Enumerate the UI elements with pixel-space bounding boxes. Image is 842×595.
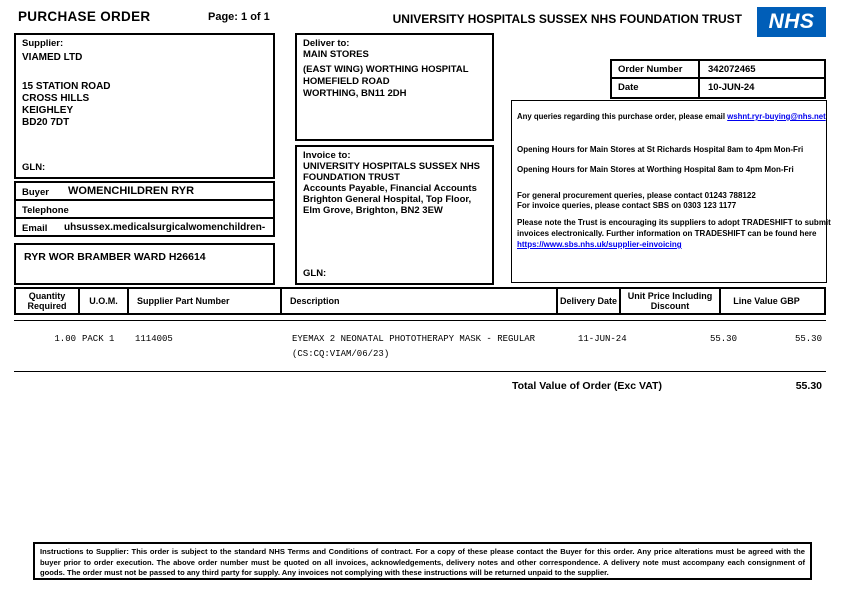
header-description: Description	[282, 289, 558, 313]
deliver-to-line: HOMEFIELD ROAD	[303, 76, 390, 87]
header-separator-line	[14, 320, 826, 321]
item-unit-price: 55.30	[709, 334, 737, 344]
supplier-address-line: 15 STATION ROAD	[22, 81, 111, 92]
invoice-to-line: UNIVERSITY HOSPITALS SUSSEX NHS	[303, 161, 481, 172]
buyer-label: Buyer	[22, 187, 49, 198]
supplier-address-line: CROSS HILLS	[22, 93, 90, 104]
order-date-label: Date	[612, 79, 700, 97]
item-delivery-date: 11-JUN-24	[578, 334, 627, 344]
item-uom: PACK 1	[82, 334, 115, 344]
items-table-header: Quantity Required U.O.M. Supplier Part N…	[14, 287, 826, 315]
order-number-value: 342072465	[708, 64, 756, 75]
header-unit-price: Unit Price Including Discount	[621, 289, 721, 313]
invoice-to-line: Accounts Payable, Financial Accounts	[303, 183, 477, 194]
header-supplier-part-number: Supplier Part Number	[129, 289, 282, 313]
tradeshift-link[interactable]: https://www.sbs.nhs.uk/supplier-einvoici…	[517, 240, 682, 249]
item-description-note: (CS:CQ:VIAM/06/23)	[292, 349, 390, 359]
item-line-value: 55.30	[794, 334, 822, 344]
deliver-to-line: (EAST WING) WORTHING HOSPITAL	[303, 64, 469, 75]
opening-hours-2: Opening Hours for Main Stores at Worthin…	[517, 165, 794, 174]
page-label: Page:	[208, 11, 238, 23]
instructions-box: Instructions to Supplier: This order is …	[33, 542, 812, 580]
header-uom: U.O.M.	[80, 289, 129, 313]
header-quantity-required: Quantity Required	[16, 289, 80, 313]
total-label: Total Value of Order (Exc VAT)	[512, 380, 662, 392]
queries-line: Any queries regarding this purchase orde…	[517, 112, 826, 121]
ward-reference: RYR WOR BRAMBER WARD H26614	[24, 251, 206, 263]
supplier-gln-label: GLN:	[22, 162, 46, 173]
order-date-value: 10-JUN-24	[708, 82, 755, 93]
tradeshift-line-2: invoices electronically. Further informa…	[517, 229, 817, 238]
order-number-row: Order Number 342072465	[612, 61, 824, 79]
document-title: PURCHASE ORDER	[18, 9, 151, 24]
deliver-to-line: MAIN STORES	[303, 49, 369, 60]
email-value: uhsussex.medicalsurgicalwomenchildren-	[64, 222, 266, 233]
tradeshift-line-1: Please note the Trust is encouraging its…	[517, 218, 831, 227]
deliver-to-box: Deliver to: MAIN STORES (EAST WING) WORT…	[295, 33, 494, 141]
invoice-to-label: Invoice to:	[303, 150, 351, 161]
order-number-label: Order Number	[612, 61, 700, 77]
deliver-to-line: WORTHING, BN11 2DH	[303, 88, 407, 99]
telephone-label: Telephone	[22, 205, 69, 216]
item-part-number: 1114005	[135, 334, 173, 344]
nhs-logo-text: NHS	[768, 10, 815, 33]
email-row: Email uhsussex.medicalsurgicalwomenchild…	[14, 217, 275, 237]
order-info-table: Order Number 342072465 Date 10-JUN-24	[610, 59, 826, 99]
queries-email-link[interactable]: wshnt.ryr-buying@nhs.net	[727, 112, 826, 121]
telephone-row: Telephone	[14, 199, 275, 219]
ward-reference-box: RYR WOR BRAMBER WARD H26614	[14, 243, 275, 285]
item-quantity: 1.00	[54, 334, 76, 344]
invoice-to-line: Brighton General Hospital, Top Floor,	[303, 194, 472, 205]
page-indicator: Page: 1 of 1	[208, 11, 270, 23]
email-label: Email	[22, 223, 48, 234]
total-value: 55.30	[795, 380, 822, 392]
queries-text: Any queries regarding this purchase orde…	[517, 112, 728, 121]
header-delivery-date: Delivery Date	[558, 289, 621, 313]
instructions-text: Instructions to Supplier: This order is …	[40, 547, 805, 577]
header-line-value: Line Value GBP	[733, 296, 800, 306]
page-value: 1 of 1	[241, 11, 270, 23]
deliver-to-label: Deliver to:	[303, 38, 350, 49]
procurement-queries-line: For general procurement queries, please …	[517, 191, 756, 200]
buyer-value: WOMENCHILDREN RYR	[68, 185, 195, 197]
nhs-logo: NHS	[757, 7, 826, 37]
contact-info-box: Any queries regarding this purchase orde…	[511, 100, 831, 283]
invoice-queries-line: For invoice queries, please contact SBS …	[517, 201, 737, 210]
supplier-label: Supplier:	[22, 38, 64, 49]
invoice-gln-label: GLN:	[303, 268, 327, 279]
supplier-box: Supplier: VIAMED LTD 15 STATION ROAD CRO…	[14, 33, 275, 179]
order-date-row: Date 10-JUN-24	[612, 79, 824, 97]
supplier-address-line: BD20 7DT	[22, 117, 70, 128]
invoice-to-box: Invoice to: UNIVERSITY HOSPITALS SUSSEX …	[295, 145, 494, 285]
item-description: EYEMAX 2 NEONATAL PHOTOTHERAPY MASK - RE…	[292, 334, 536, 344]
invoice-to-line: Elm Grove, Brighton, BN2 3EW	[303, 205, 443, 216]
trust-name: UNIVERSITY HOSPITALS SUSSEX NHS FOUNDATI…	[392, 12, 742, 26]
supplier-name: VIAMED LTD	[22, 52, 83, 63]
invoice-to-line: FOUNDATION TRUST	[303, 172, 400, 183]
supplier-address-line: KEIGHLEY	[22, 105, 74, 116]
total-separator-line	[14, 371, 826, 372]
buyer-row: Buyer WOMENCHILDREN RYR	[14, 181, 275, 201]
opening-hours-1: Opening Hours for Main Stores at St Rich…	[517, 145, 804, 154]
